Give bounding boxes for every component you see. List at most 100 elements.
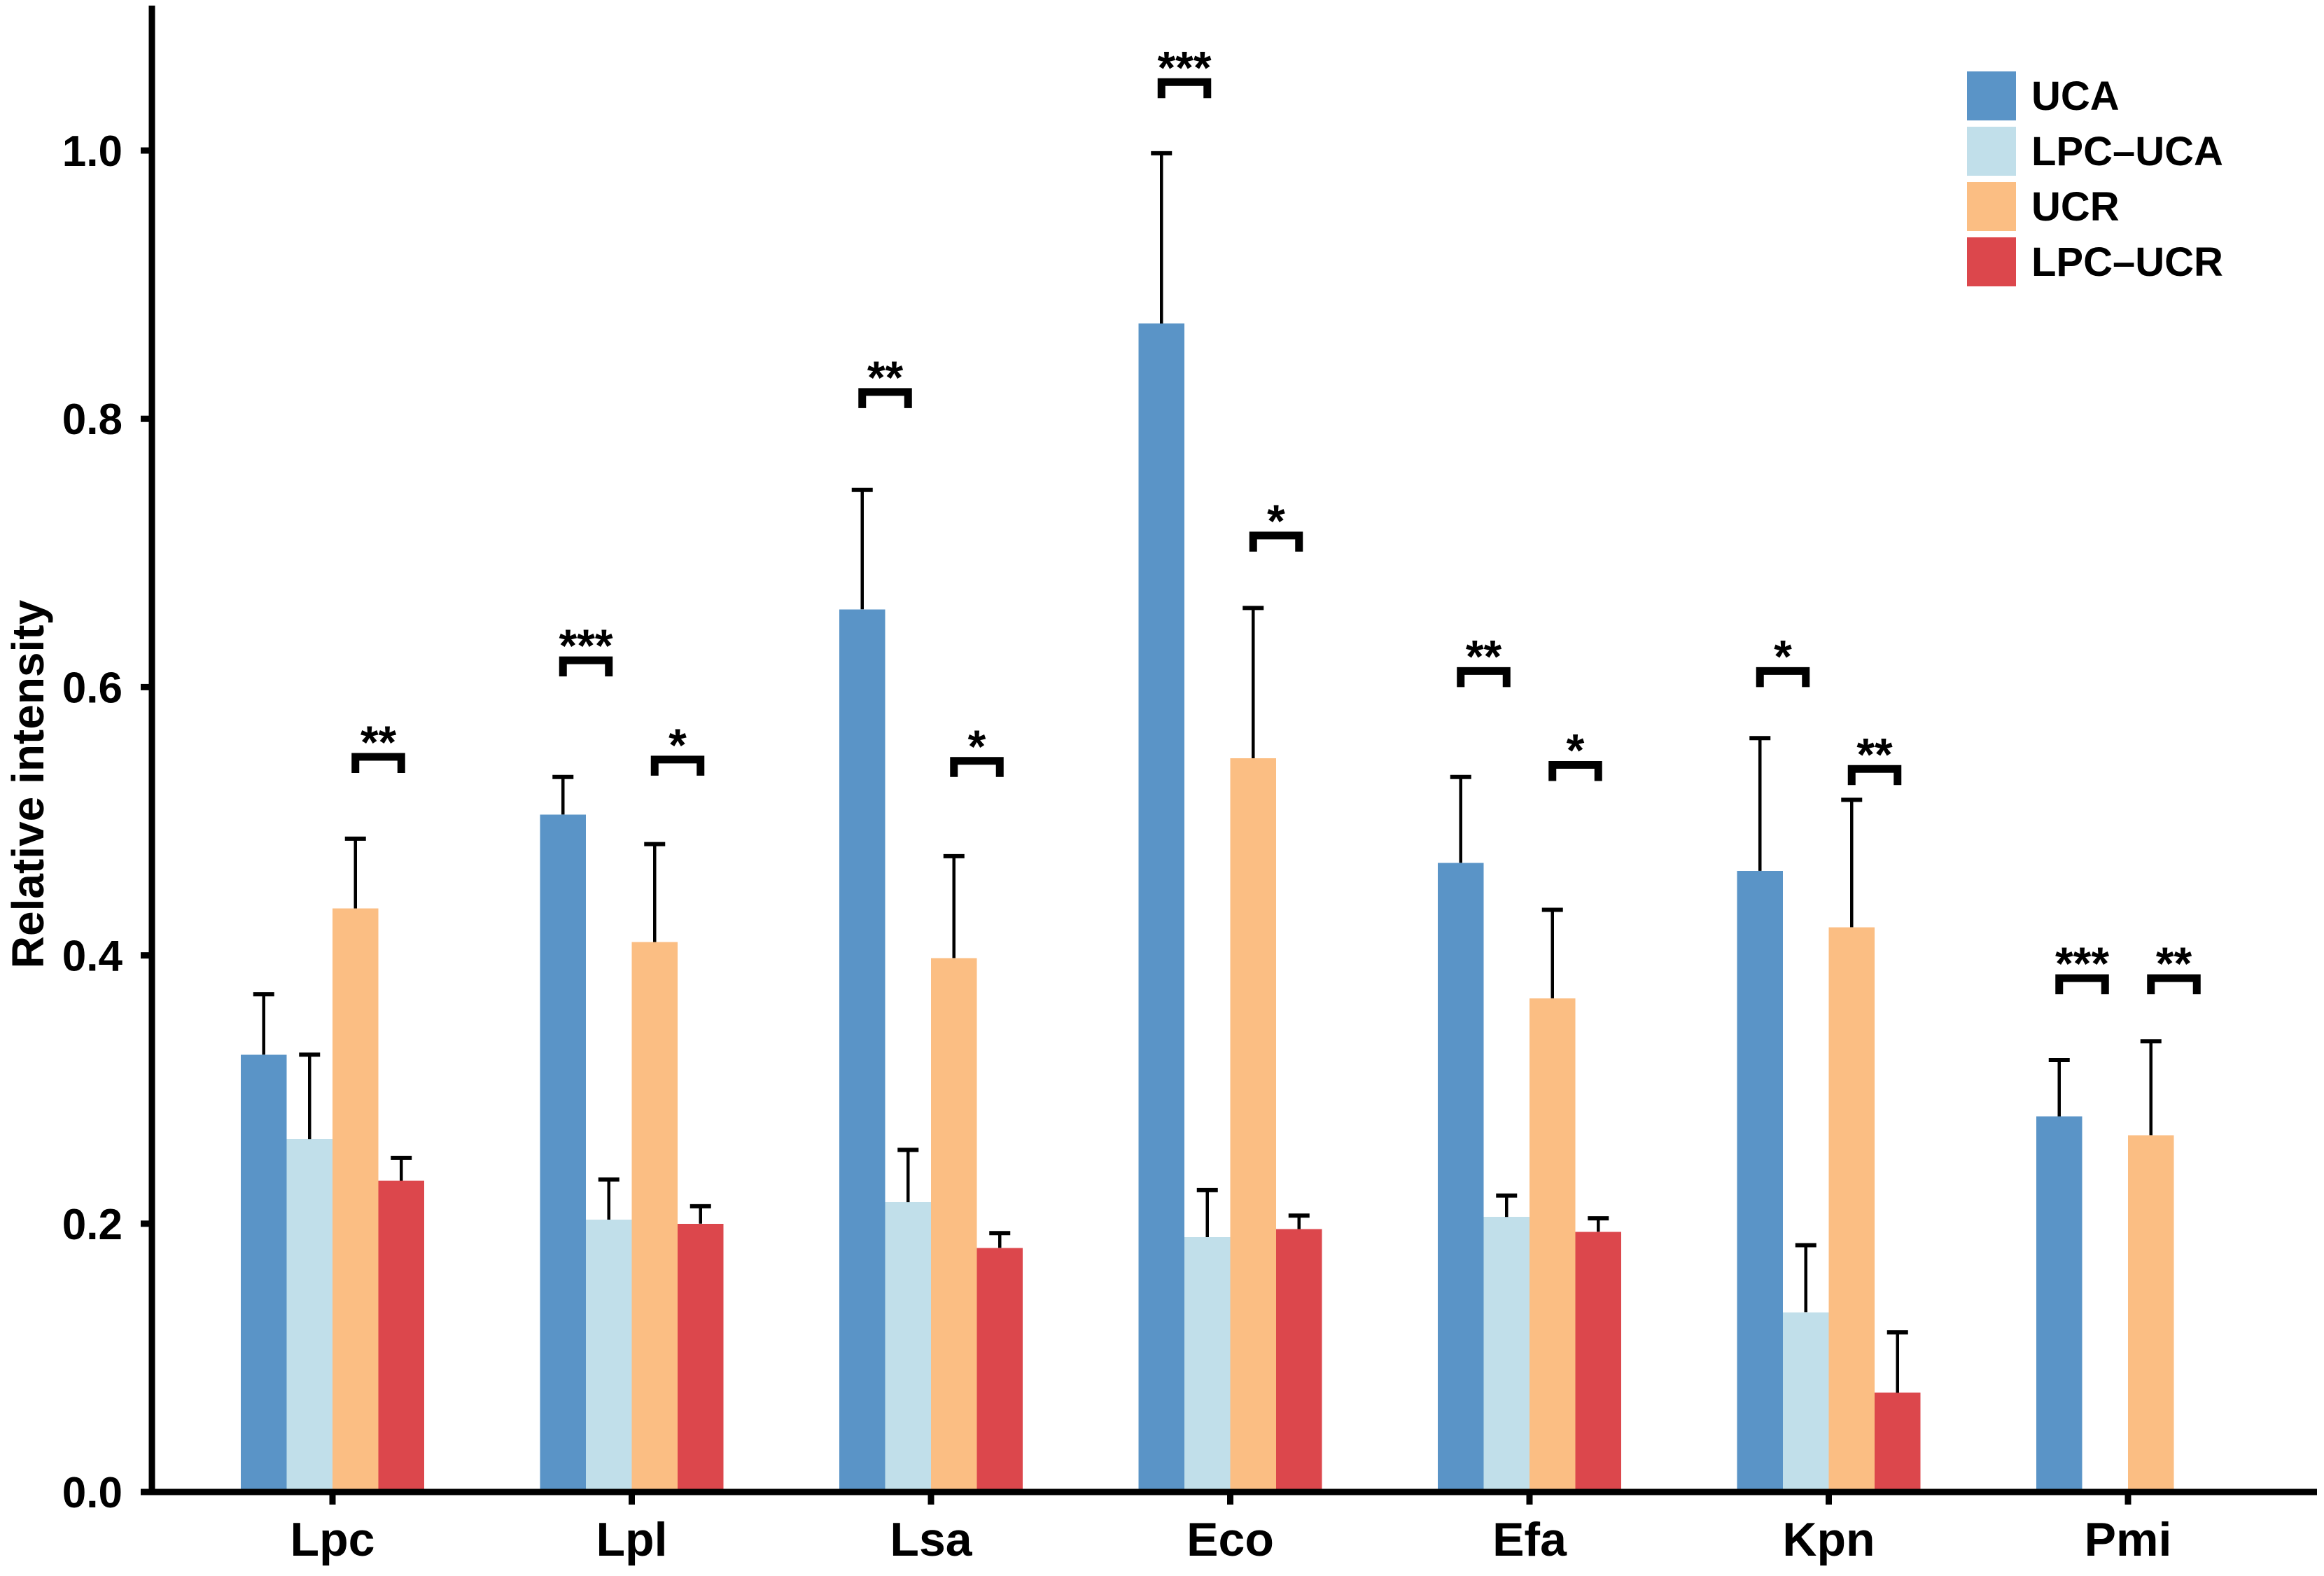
significance-Efa-UCA-vs-LPC-UCA: ** (1457, 630, 1511, 688)
significance-Lpl-UCA-vs-LPC-UCA: *** (559, 620, 613, 677)
error-bar-UCA-Eco (1151, 151, 1172, 324)
significance-Efa-UCR-vs-LPC-UCR: * (1548, 725, 1602, 781)
error-bar-LPC-UCR-Lsa (989, 1231, 1011, 1248)
bar-UCR-Efa (1530, 998, 1576, 1492)
error-bar-UCA-Lpl (552, 774, 574, 815)
error-bar-UCA-Lpc (253, 992, 274, 1055)
error-bar-UCR-Eco (1242, 606, 1264, 758)
bar-UCR-Eco (1230, 758, 1276, 1492)
y-tick-label-0-8: 0.8 (62, 396, 122, 444)
error-bar-UCR-Pmi (2140, 1039, 2162, 1136)
x-tick-label-Efa: Efa (1492, 1513, 1567, 1566)
legend-swatch-UCR (1967, 182, 2016, 231)
significance-stars: *** (1157, 41, 1211, 93)
error-bar-UCA-Efa (1450, 774, 1471, 863)
bar-UCA-Lpl (540, 814, 586, 1492)
bar-UCA-Kpn (1737, 870, 1783, 1492)
error-bar-UCR-Lpl (644, 842, 666, 942)
legend-label-UCA: UCA (2031, 74, 2120, 119)
error-bar-LPC-UCA-Eco (1196, 1187, 1218, 1237)
legend-swatch-LPC-UCA (1967, 127, 2016, 176)
bar-LPC-UCA-Lpc (286, 1139, 332, 1492)
x-tick-label-Kpn: Kpn (1782, 1513, 1875, 1566)
significance-stars: * (1567, 725, 1585, 776)
significance-stars: ** (360, 716, 397, 768)
error-bar-LPC-UCR-Lpl (690, 1204, 711, 1224)
legend-label-LPC-UCR: LPC–UCR (2031, 239, 2223, 285)
error-bar-UCA-Lsa (851, 487, 873, 610)
error-bar-UCR-Kpn (1841, 797, 1863, 928)
x-tick-label-Pmi: Pmi (2085, 1513, 2172, 1566)
significance-Kpn-UCR-vs-LPC-UCR: ** (1847, 728, 1902, 786)
significance-Lpc-UCR-vs-LPC-UCR: ** (351, 716, 405, 774)
significance-Kpn-UCA-vs-LPC-UCA: * (1756, 630, 1810, 688)
bar-UCA-Efa (1438, 863, 1484, 1492)
y-axis-title: Relative intensity (3, 599, 53, 968)
y-tick-label-0-4: 0.4 (62, 933, 123, 981)
error-bar-UCA-Pmi (2048, 1058, 2070, 1117)
bar-UCA-Eco (1138, 323, 1184, 1492)
y-tick-label-0-6: 0.6 (62, 664, 122, 712)
error-bar-LPC-UCR-Efa (1588, 1216, 1609, 1232)
error-bar-UCR-Lsa (943, 853, 965, 958)
error-bar-LPC-UCR-Eco (1288, 1213, 1310, 1229)
bar-UCA-Pmi (2036, 1116, 2082, 1492)
bar-UCA-Lpc (241, 1054, 287, 1492)
bar-LPC-UCA-Eco (1184, 1236, 1231, 1492)
error-bar-LPC-UCA-Kpn (1795, 1243, 1816, 1313)
error-bar-LPC-UCA-Lpc (299, 1052, 321, 1140)
error-bar-LPC-UCA-Efa (1496, 1193, 1518, 1218)
significance-Eco-UCR-vs-LPC-UCR: * (1249, 495, 1303, 552)
significance-stars: * (1267, 495, 1285, 547)
error-bar-LPC-UCA-Lpl (598, 1177, 620, 1220)
significance-stars: * (968, 720, 986, 772)
x-tick-label-Eco: Eco (1186, 1513, 1274, 1566)
bar-LPC-UCA-Lsa (885, 1202, 931, 1492)
bar-LPC-UCA-Kpn (1783, 1312, 1829, 1492)
bar-LPC-UCR-Lpc (378, 1180, 424, 1492)
bar-LPC-UCR-Lsa (976, 1248, 1023, 1492)
bar-LPC-UCR-Lpl (678, 1223, 724, 1492)
bar-LPC-UCA-Lpl (586, 1220, 632, 1492)
error-bar-UCA-Kpn (1749, 736, 1771, 871)
y-tick-label-0-0: 0.0 (62, 1469, 122, 1517)
bar-LPC-UCR-Efa (1575, 1232, 1621, 1492)
significance-stars: ** (1466, 630, 1502, 682)
bar-UCR-Kpn (1828, 927, 1875, 1492)
bar-UCR-Lpc (332, 908, 379, 1492)
bar-LPC-UCA-Efa (1483, 1217, 1530, 1492)
significance-stars: ** (2156, 937, 2192, 989)
significance-stars: ** (1856, 728, 1893, 780)
significance-Pmi-UCR-vs-LPC-UCR: ** (2147, 937, 2201, 995)
legend-label-UCR: UCR (2031, 184, 2120, 230)
significance-stars: ** (867, 351, 904, 403)
error-bar-LPC-UCR-Kpn (1886, 1330, 1908, 1393)
bar-LPC-UCR-Eco (1276, 1229, 1322, 1492)
bar-UCR-Lpl (631, 942, 678, 1492)
x-tick-label-Lpl: Lpl (596, 1513, 668, 1566)
significance-Pmi-UCA-vs-LPC-UCA: *** (2055, 937, 2109, 995)
bar-LPC-UCR-Kpn (1875, 1393, 1921, 1492)
significance-Lpl-UCR-vs-LPC-UCR: * (650, 719, 705, 776)
error-bar-UCR-Efa (1541, 907, 1563, 998)
significance-Eco-UCA-vs-LPC-UCA: *** (1157, 41, 1212, 99)
y-tick-label-1-0: 1.0 (62, 127, 122, 176)
error-bar-LPC-UCR-Lpc (391, 1155, 412, 1181)
significance-stars: * (1774, 630, 1792, 682)
legend-label-LPC-UCA: LPC–UCA (2031, 129, 2223, 174)
significance-Lsa-UCR-vs-LPC-UCR: * (950, 720, 1004, 777)
significance-Lsa-UCA-vs-LPC-UCA: ** (858, 351, 912, 408)
bar-UCR-Lsa (931, 958, 977, 1492)
error-bar-UCR-Lpc (344, 836, 366, 909)
significance-stars: *** (559, 620, 612, 671)
significance-stars: *** (2055, 937, 2109, 989)
significance-stars: * (668, 719, 687, 771)
y-tick-label-0-2: 0.2 (62, 1201, 122, 1249)
x-tick-label-Lsa: Lsa (890, 1513, 972, 1566)
x-tick-label-Lpc: Lpc (290, 1513, 375, 1566)
error-bar-LPC-UCA-Lsa (897, 1148, 919, 1203)
legend-swatch-LPC-UCR (1967, 237, 2016, 286)
legend: UCA LPC–UCA UCR LPC–UCR (1967, 71, 2223, 286)
